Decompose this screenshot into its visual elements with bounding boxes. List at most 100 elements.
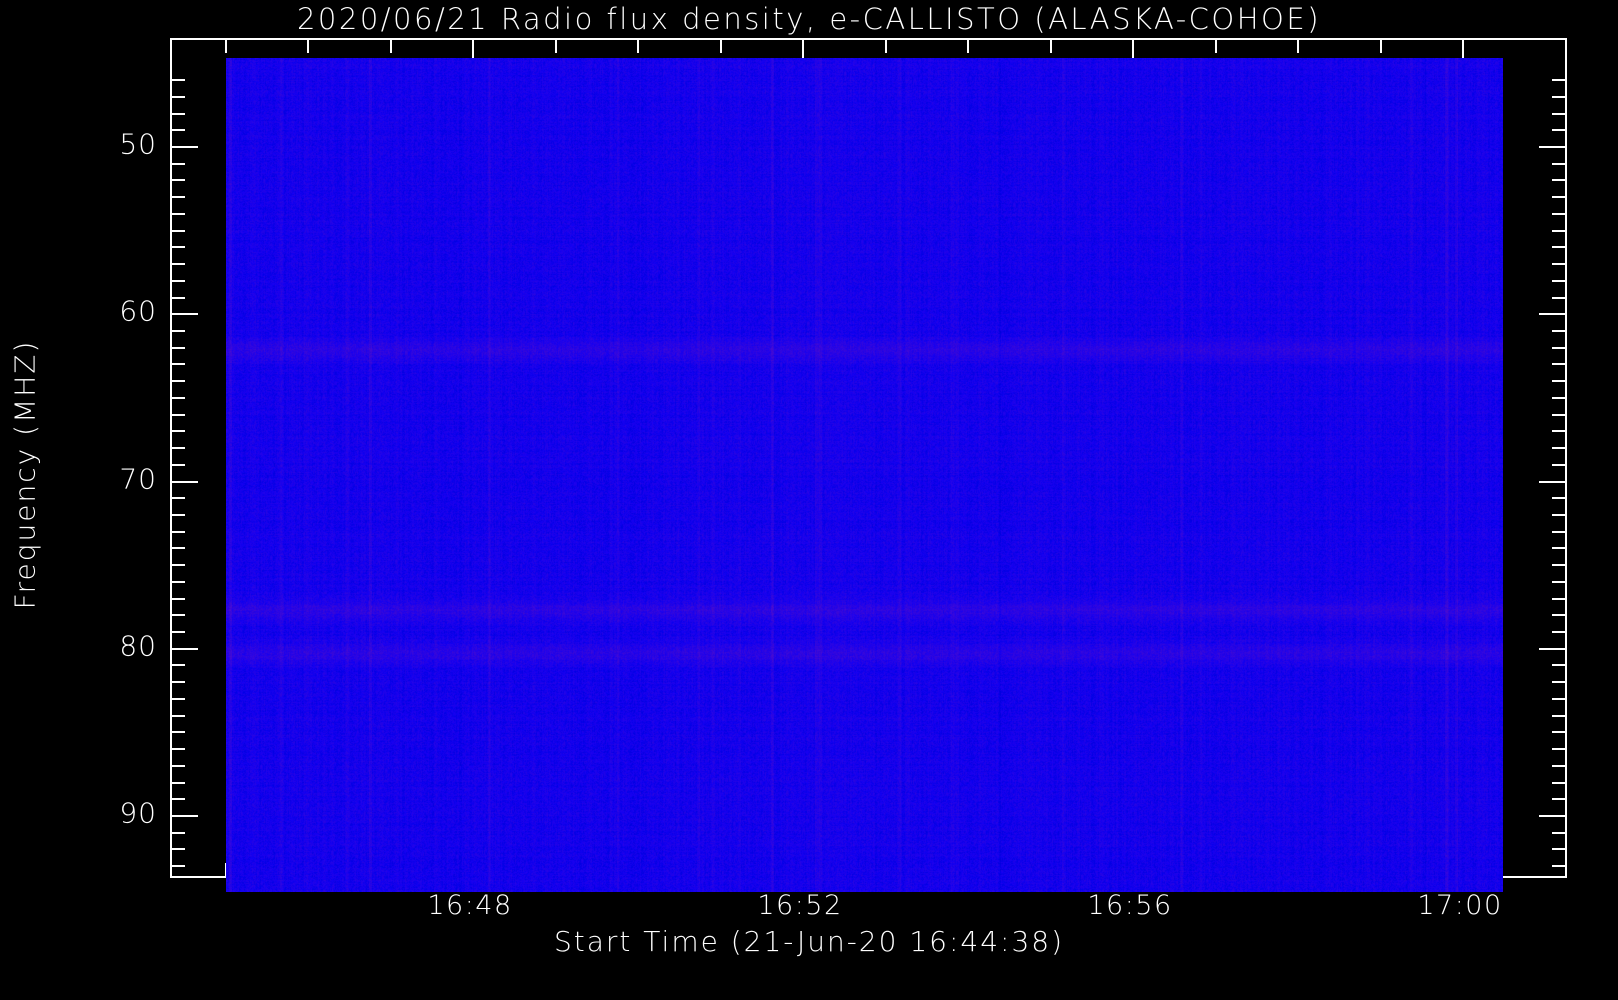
y-tick-right-52 [1552,179,1565,182]
y-tick-70 [172,480,198,483]
y-tick-label-90: 90 [119,796,157,830]
x-tick-label-16-52: 16:52 [757,890,843,921]
y-tick-58 [172,279,185,282]
y-tick-50 [172,146,198,148]
y-tick-right-63 [1552,363,1565,366]
y-tick-right-51 [1552,162,1565,165]
y-tick-91 [172,831,185,834]
y-tick-85 [172,731,185,734]
y-tick-label-80: 80 [119,629,157,663]
figure-title: 2020/06/21 Radio flux density, e-CALLIST… [296,2,1322,36]
y-tick-right-76 [1552,580,1565,583]
y-tick-84 [172,714,185,717]
x-tick-label-16-48: 16:48 [427,890,513,921]
x-tick-top-51 [719,40,722,53]
y-tick-86 [172,748,185,751]
y-tick-59 [172,296,185,299]
y-tick-right-60 [1539,313,1565,316]
y-tick-right-66 [1552,413,1565,416]
y-tick-69 [172,463,185,466]
y-tick-right-68 [1552,447,1565,450]
y-tick-right-49 [1552,129,1565,132]
y-tick-46 [172,79,185,82]
y-tick-right-70 [1539,480,1565,483]
y-tick-92 [172,848,185,851]
y-tick-76 [172,580,185,583]
y-tick-right-82 [1552,681,1565,684]
y-tick-54 [172,212,185,215]
x-tick-top-52 [802,40,804,66]
y-tick-right-61 [1552,329,1565,332]
x-tick-label-17-00: 17:00 [1417,890,1503,921]
y-tick-right-83 [1552,697,1565,700]
y-tick-right-85 [1552,731,1565,734]
y-tick-60 [172,313,198,316]
y-tick-right-65 [1552,396,1565,399]
x-tick-top-53 [884,40,887,53]
y-tick-right-56 [1552,246,1565,249]
y-tick-right-64 [1552,380,1565,383]
y-tick-right-89 [1552,798,1565,801]
y-tick-72 [172,513,185,516]
y-tick-62 [172,346,185,349]
y-tick-78 [172,614,185,617]
y-tick-47 [172,95,185,98]
y-tick-48 [172,112,185,115]
y-tick-51 [172,162,185,165]
x-tick-top-57 [1214,40,1217,53]
y-tick-right-48 [1552,112,1565,115]
spectrogram-raster [226,58,1503,892]
y-tick-label-50: 50 [119,127,157,161]
y-tick-65 [172,396,185,399]
x-tick-45 [224,863,227,876]
x-tick-top-56 [1132,40,1134,66]
y-tick-77 [172,597,185,600]
y-tick-82 [172,681,185,684]
x-tick-top-48 [472,40,474,66]
y-tick-right-46 [1552,79,1565,82]
y-tick-53 [172,196,185,199]
x-tick-top-46 [307,40,309,53]
y-tick-55 [172,229,185,232]
y-tick-63 [172,363,185,366]
y-tick-83 [172,697,185,700]
y-tick-right-50 [1539,146,1565,148]
y-tick-right-55 [1552,229,1565,232]
y-tick-right-79 [1552,631,1565,634]
y-tick-49 [172,129,185,132]
x-tick-top-59 [1379,40,1382,53]
y-tick-57 [172,263,185,266]
y-tick-right-47 [1552,95,1565,98]
y-tick-right-93 [1552,865,1565,868]
y-tick-right-67 [1552,430,1565,433]
y-tick-right-74 [1552,547,1565,550]
y-tick-right-59 [1552,296,1565,299]
y-tick-right-57 [1552,263,1565,266]
y-tick-right-77 [1552,597,1565,600]
y-tick-right-75 [1552,564,1565,567]
y-tick-88 [172,781,185,784]
y-tick-79 [172,631,185,634]
y-tick-93 [172,865,185,868]
y-tick-73 [172,530,185,533]
spectrogram-canvas [226,58,1503,892]
x-tick-top-60 [1462,40,1464,66]
y-tick-right-88 [1552,781,1565,784]
y-tick-right-53 [1552,196,1565,199]
y-tick-right-78 [1552,614,1565,617]
y-tick-80 [172,647,198,650]
y-tick-89 [172,798,185,801]
y-tick-90 [172,815,198,817]
y-tick-right-84 [1552,714,1565,717]
y-tick-71 [172,497,185,500]
y-tick-right-90 [1539,815,1565,817]
x-tick-top-47 [389,40,392,53]
y-tick-label-60: 60 [119,294,157,328]
y-tick-right-91 [1552,831,1565,834]
y-tick-74 [172,547,185,550]
y-tick-75 [172,564,185,567]
x-tick-top-49 [554,40,557,53]
